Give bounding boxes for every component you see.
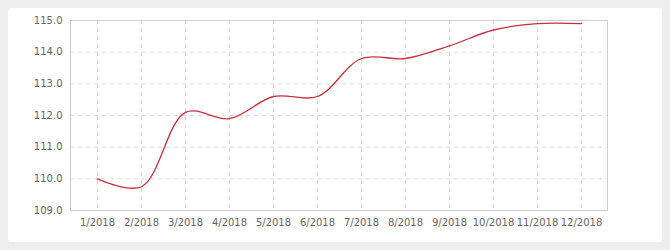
svg-text:3/2018: 3/2018 <box>168 217 203 228</box>
svg-text:115.0: 115.0 <box>34 15 63 26</box>
svg-text:2/2018: 2/2018 <box>124 217 159 228</box>
svg-text:7/2018: 7/2018 <box>344 217 379 228</box>
svg-text:1/2018: 1/2018 <box>80 217 115 228</box>
svg-text:110.0: 110.0 <box>34 173 63 184</box>
svg-text:9/2018: 9/2018 <box>432 217 467 228</box>
svg-text:8/2018: 8/2018 <box>388 217 423 228</box>
svg-text:11/2018: 11/2018 <box>517 217 559 228</box>
svg-text:113.0: 113.0 <box>34 78 63 89</box>
svg-text:112.0: 112.0 <box>34 110 63 121</box>
svg-text:114.0: 114.0 <box>34 46 63 57</box>
svg-text:6/2018: 6/2018 <box>300 217 335 228</box>
svg-text:5/2018: 5/2018 <box>256 217 291 228</box>
svg-text:12/2018: 12/2018 <box>561 217 603 228</box>
svg-text:109.0: 109.0 <box>34 205 63 216</box>
svg-text:111.0: 111.0 <box>34 141 63 152</box>
svg-text:4/2018: 4/2018 <box>212 217 247 228</box>
svg-text:10/2018: 10/2018 <box>473 217 515 228</box>
